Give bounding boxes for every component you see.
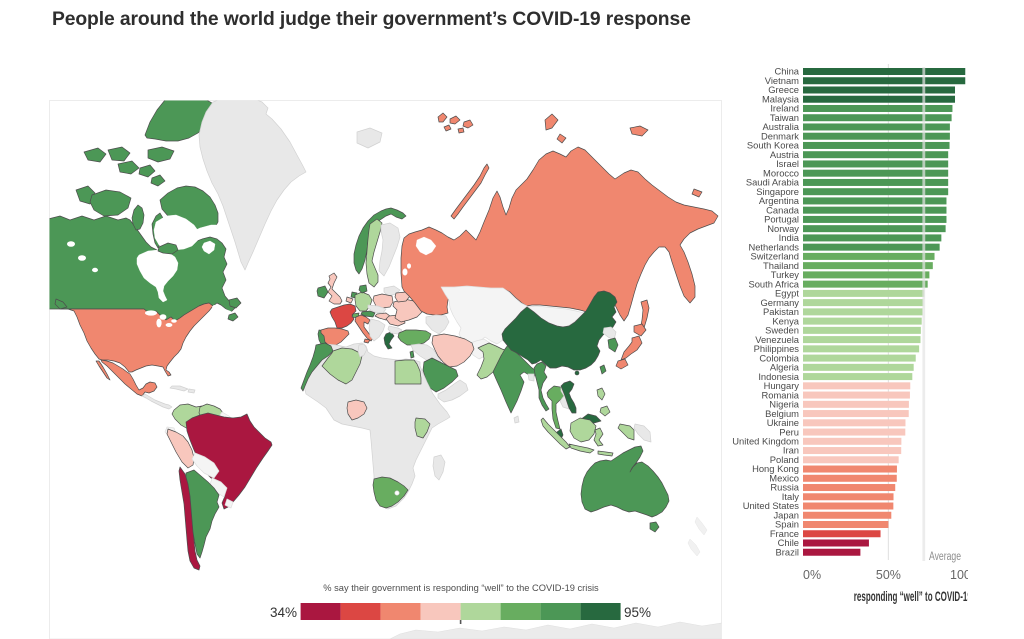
svg-text:responding “well” to COVID-19: responding “well” to COVID-19 [854,589,972,604]
svg-text:Greece: Greece [768,84,799,95]
svg-text:Argentina: Argentina [759,195,800,206]
svg-text:Sweden: Sweden [765,325,799,336]
svg-text:Egypt: Egypt [775,288,799,299]
svg-text:South Africa: South Africa [748,278,799,289]
svg-text:Russia: Russia [770,482,799,493]
svg-text:Switzerland: Switzerland [751,251,799,262]
svg-text:Romania: Romania [761,389,799,400]
svg-text:0%: 0% [803,568,821,582]
svg-text:Morocco: Morocco [763,167,799,178]
svg-text:Colombia: Colombia [759,352,799,363]
svg-text:% say their government is resp: % say their government is responding “we… [323,583,599,593]
svg-text:Brazil: Brazil [776,546,799,557]
svg-text:Iran: Iran [783,445,799,456]
svg-text:Peru: Peru [779,426,799,437]
svg-text:Norway: Norway [767,223,799,234]
svg-text:China: China [775,66,800,77]
svg-text:Denmark: Denmark [761,130,799,141]
svg-text:United States: United States [743,500,800,511]
svg-text:Chile: Chile [778,537,799,548]
svg-text:Turkey: Turkey [771,269,800,280]
svg-text:Canada: Canada [766,204,800,215]
svg-text:Average: Average [929,551,961,563]
svg-text:50%: 50% [876,568,901,582]
svg-text:Israel: Israel [776,158,799,169]
svg-text:Hungary: Hungary [764,380,800,391]
svg-text:Mexico: Mexico [769,472,799,483]
svg-text:France: France [770,528,799,539]
svg-text:Pakistan: Pakistan [763,306,799,317]
svg-text:Nigeria: Nigeria [769,399,799,410]
svg-text:Spain: Spain [775,519,799,530]
svg-text:Taiwan: Taiwan [770,112,799,123]
svg-text:Indonesia: Indonesia [758,371,799,382]
svg-text:95%: 95% [624,605,651,620]
svg-text:Venezuela: Venezuela [755,334,800,345]
svg-text:Belgium: Belgium [765,408,799,419]
svg-text:Ukraine: Ukraine [767,417,799,428]
svg-text:Portugal: Portugal [764,214,799,225]
svg-text:Italy: Italy [782,491,800,502]
svg-text:34%: 34% [270,605,297,620]
svg-text:Netherlands: Netherlands [748,241,799,252]
svg-text:Vietnam: Vietnam [765,75,799,86]
svg-text:Hong Kong: Hong Kong [752,463,799,474]
svg-text:Australia: Australia [763,121,800,132]
svg-text:Algeria: Algeria [770,362,800,373]
svg-text:Poland: Poland [770,454,799,465]
svg-text:Austria: Austria [770,149,800,160]
svg-text:100%: 100% [950,568,982,582]
svg-text:Saudi Arabia: Saudi Arabia [746,177,800,188]
svg-text:Kenya: Kenya [772,315,799,326]
svg-text:Thailand: Thailand [763,260,799,271]
svg-text:South Korea: South Korea [747,140,800,151]
svg-text:Germany: Germany [760,297,799,308]
svg-text:Ireland: Ireland [770,103,799,114]
svg-text:Malaysia: Malaysia [762,93,800,104]
svg-text:Philippines: Philippines [754,343,800,354]
svg-text:Japan: Japan [773,509,799,520]
svg-text:Singapore: Singapore [756,186,799,197]
svg-text:India: India [779,232,800,243]
svg-text:United Kingdom: United Kingdom [732,436,799,447]
